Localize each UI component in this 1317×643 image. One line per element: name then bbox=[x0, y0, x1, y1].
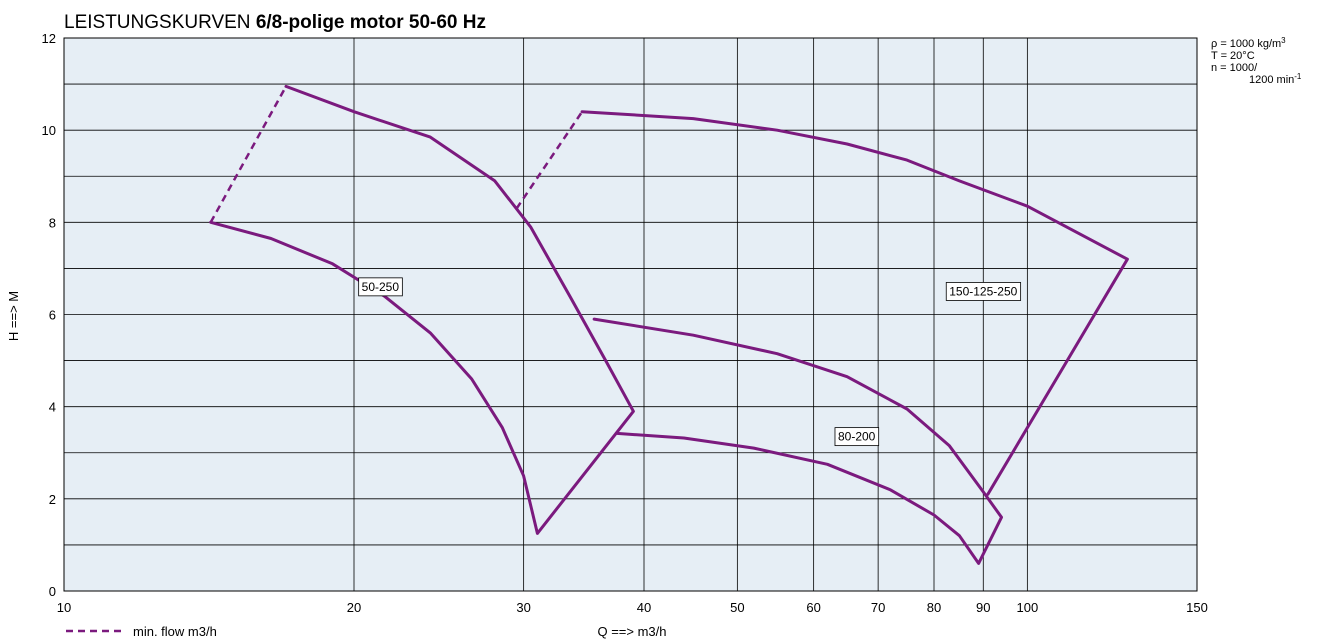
y-tick-label: 4 bbox=[49, 400, 56, 415]
series-50-250-label: 50-250 bbox=[362, 280, 400, 294]
x-tick-label: 40 bbox=[637, 600, 651, 615]
condition-temperature: T = 20°C bbox=[1211, 50, 1255, 62]
series-50-250-min-flow bbox=[209, 85, 288, 223]
x-tick-label: 100 bbox=[1017, 600, 1039, 615]
x-tick-label: 150 bbox=[1186, 600, 1208, 615]
series-50-250-label-box bbox=[358, 277, 403, 297]
x-tick-label: 60 bbox=[806, 600, 820, 615]
x-axis-label: Q ==> m3/h bbox=[597, 624, 666, 639]
x-tick-label: 10 bbox=[57, 600, 71, 615]
condition-speed-2-text: 1200 min bbox=[1249, 74, 1294, 86]
series-150-125-250-min-flow bbox=[515, 110, 584, 210]
x-tick-label: 20 bbox=[347, 600, 361, 615]
legend-label: min. flow m3/h bbox=[133, 624, 217, 639]
chart-title-bold: 6/8-polige motor 50-60 Hz bbox=[256, 12, 486, 33]
x-tick-label: 30 bbox=[516, 600, 530, 615]
legend: min. flow m3/h bbox=[66, 624, 217, 639]
series-80-200-label: 80-200 bbox=[838, 430, 876, 444]
x-tick-label: 80 bbox=[927, 600, 941, 615]
series-150-125-250-outline bbox=[580, 110, 1129, 496]
y-tick-label: 0 bbox=[49, 584, 56, 599]
plot-area: 0 2 4 6 8 10 12 10 20 30 40 50 60 70 80 90 100 150 50-250 1… bbox=[42, 31, 1208, 615]
series-150-125-250-label-box bbox=[945, 282, 1022, 301]
y-tick-label: 10 bbox=[42, 123, 56, 138]
y-tick-label: 8 bbox=[49, 215, 56, 230]
condition-density: ρ = 1000 kg/m3 bbox=[1211, 36, 1286, 50]
series-150-125-250-label: 150-125-250 bbox=[949, 284, 1017, 298]
x-tick-label: 50 bbox=[730, 600, 744, 615]
y-tick-label: 6 bbox=[49, 308, 56, 323]
series-80-200-label-box bbox=[834, 427, 880, 447]
x-tick-label: 70 bbox=[871, 600, 885, 615]
conditions-box: ρ = 1000 kg/m3 T = 20°C n = 1000/ 1200 m… bbox=[1211, 36, 1302, 86]
condition-speed-2: 1200 min-1 bbox=[1249, 72, 1302, 86]
x-tick-label: 90 bbox=[976, 600, 990, 615]
plot-frame bbox=[63, 37, 1198, 592]
condition-speed-2-sup: -1 bbox=[1294, 72, 1302, 81]
chart-title: LEISTUNGSKURVEN 6/8-polige motor 50-60 H… bbox=[64, 12, 486, 33]
y-tick-label: 12 bbox=[42, 31, 56, 46]
chart-title-regular: LEISTUNGSKURVEN bbox=[64, 12, 256, 33]
series-80-200-outline bbox=[592, 317, 1003, 565]
y-tick-label: 2 bbox=[49, 492, 56, 507]
condition-density-text: ρ = 1000 kg/m bbox=[1211, 38, 1281, 50]
y-axis-label: H ==> M bbox=[6, 291, 21, 341]
condition-speed: n = 1000/ bbox=[1211, 62, 1258, 74]
condition-density-sup: 3 bbox=[1281, 36, 1286, 45]
